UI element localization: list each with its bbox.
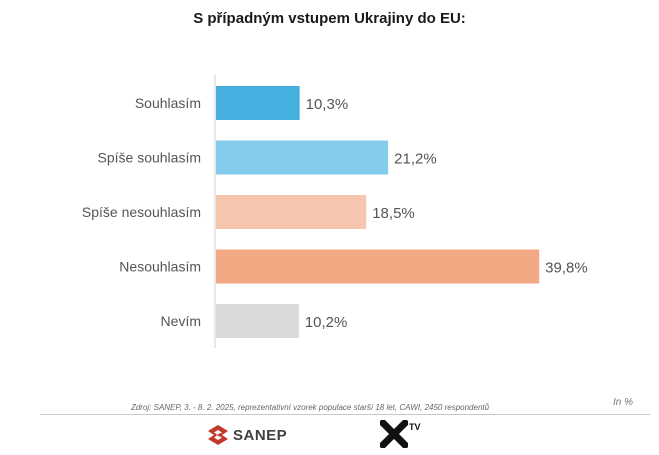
category-label: Nesouhlasím — [119, 259, 201, 275]
bar-4 — [216, 249, 540, 284]
category-label: Souhlasím — [135, 95, 201, 111]
bar-3 — [216, 195, 367, 229]
bar-5 — [216, 304, 299, 338]
bar-1 — [216, 86, 300, 120]
category-label: Nevím — [161, 313, 201, 329]
value-label: 21,2% — [394, 151, 437, 168]
sanep-s-icon — [208, 425, 228, 445]
chart-title: S případným vstupem Ukrajiny do EU: — [193, 10, 466, 27]
value-label: 39,8% — [545, 260, 588, 277]
value-label: 18,5% — [372, 205, 415, 222]
sanep-logo-text: SANEP — [233, 426, 288, 444]
x-mark-icon — [380, 420, 408, 448]
sanep-logo: SANEP — [206, 422, 287, 448]
bar-2 — [216, 140, 389, 175]
footer-divider — [40, 414, 650, 415]
category-label: Spíše nesouhlasím — [82, 204, 201, 220]
source-note: Zdroj: SANEP, 3. - 8. 2. 2025, reprezent… — [130, 403, 490, 412]
value-label: 10,3% — [306, 96, 349, 113]
category-label: Spíše souhlasím — [98, 150, 202, 166]
unit-note: In % — [613, 397, 634, 408]
xtv-logo-text: TV — [409, 422, 421, 432]
value-label: 10,2% — [305, 314, 348, 331]
bar-chart: Souhlasím 10,3% Spíše souhlasím 21,2% Spíše … — [82, 75, 588, 348]
xtv-logo: TV — [380, 420, 421, 450]
